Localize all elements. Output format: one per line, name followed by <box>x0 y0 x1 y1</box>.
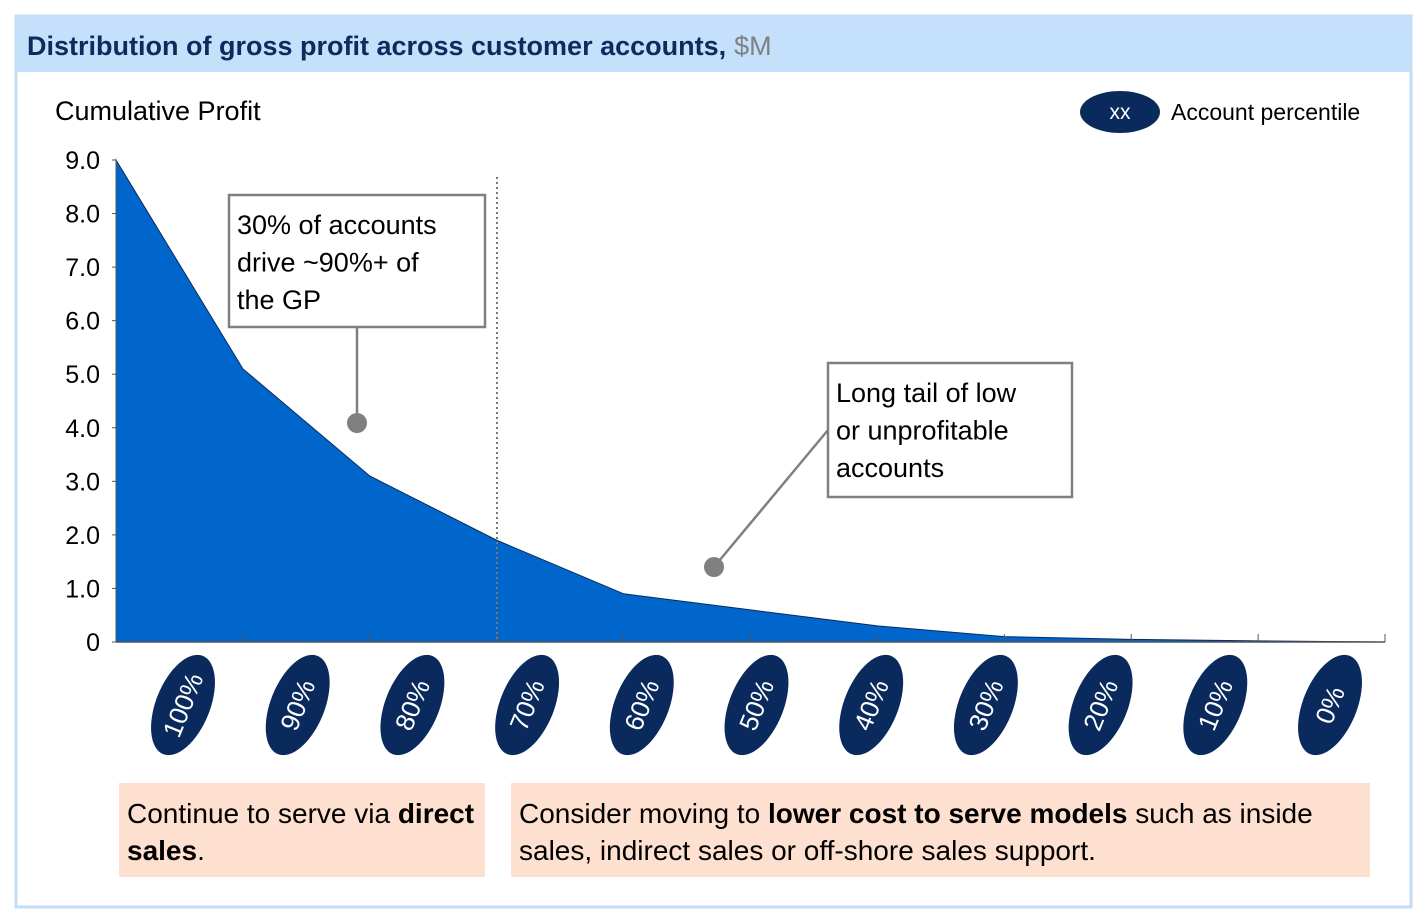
note-text: direct sales <box>127 798 482 866</box>
note-box: Consider moving to lower cost to serve m… <box>511 783 1370 877</box>
y-tick-label: 5.0 <box>65 361 100 389</box>
badge-shape <box>151 654 215 756</box>
percentile-badge: 50% <box>724 654 789 756</box>
y-tick-label: 9.0 <box>65 147 100 175</box>
note-text: lower cost to serve models <box>768 798 1128 829</box>
legend-symbol-text: xx <box>1110 101 1132 124</box>
title-unit: $M <box>734 31 772 61</box>
percentile-badge: 40% <box>839 654 904 756</box>
y-tick-label: 3.0 <box>65 468 100 496</box>
note-text: . <box>197 835 205 866</box>
percentile-badge: 80% <box>380 654 445 756</box>
badge-shape <box>1068 654 1133 756</box>
percentile-badge: 0% <box>1298 654 1362 756</box>
annotation-box <box>227 193 487 329</box>
percentile-badge: 100% <box>151 654 215 756</box>
badge-shape <box>953 654 1018 756</box>
note-text: Continue to serve via <box>127 798 398 829</box>
badge-shape <box>1298 654 1362 756</box>
callout-dot <box>347 413 367 433</box>
note-text: such as inside sales, indirect sales or … <box>519 798 1321 866</box>
y-tick-label: 1.0 <box>65 575 100 603</box>
annotation-text: or unprofitable <box>836 416 1009 446</box>
annotation-text: Long tail of low <box>836 378 1017 408</box>
callout-dot <box>704 557 724 577</box>
badge-shape <box>839 654 904 756</box>
badge-shape <box>380 654 445 756</box>
percentile-badge: 10% <box>1183 654 1248 756</box>
badge-shape <box>265 654 330 756</box>
callout-line <box>713 429 829 568</box>
y-tick-label: 8.0 <box>65 201 100 229</box>
annotation-box <box>826 361 1074 499</box>
badge-shape <box>609 654 674 756</box>
chart-title: Distribution of gross profit across cust… <box>27 31 772 61</box>
percentile-badge: 70% <box>495 654 560 756</box>
annotation-text: drive ~90%+ of <box>237 248 419 278</box>
badge-shape <box>724 654 789 756</box>
y-tick-label: 6.0 <box>65 308 100 336</box>
header <box>17 17 1410 72</box>
y-tick-label: 2.0 <box>65 522 100 550</box>
note-text: Consider moving to <box>519 798 769 829</box>
percentile-badge: 30% <box>953 654 1018 756</box>
y-tick-label: 0 <box>86 629 100 657</box>
y-axis-label: Cumulative Profit <box>55 96 261 126</box>
annotation-text: the GP <box>237 285 321 315</box>
annotation-text: accounts <box>836 453 944 483</box>
y-tick-label: 7.0 <box>65 254 100 282</box>
percentile-badge: 60% <box>609 654 674 756</box>
title-text: Distribution of gross profit across cust… <box>27 31 726 61</box>
percentile-badge: 90% <box>265 654 330 756</box>
badge-shape <box>495 654 560 756</box>
annotation-text: 30% of accounts <box>237 210 437 240</box>
legend-symbol <box>1080 91 1160 133</box>
note-box: Continue to serve via direct sales. <box>119 783 485 877</box>
badge-shape <box>1183 654 1248 756</box>
legend-label: Account percentile <box>1171 99 1360 125</box>
y-tick-label: 4.0 <box>65 415 100 443</box>
percentile-badge: 20% <box>1068 654 1133 756</box>
